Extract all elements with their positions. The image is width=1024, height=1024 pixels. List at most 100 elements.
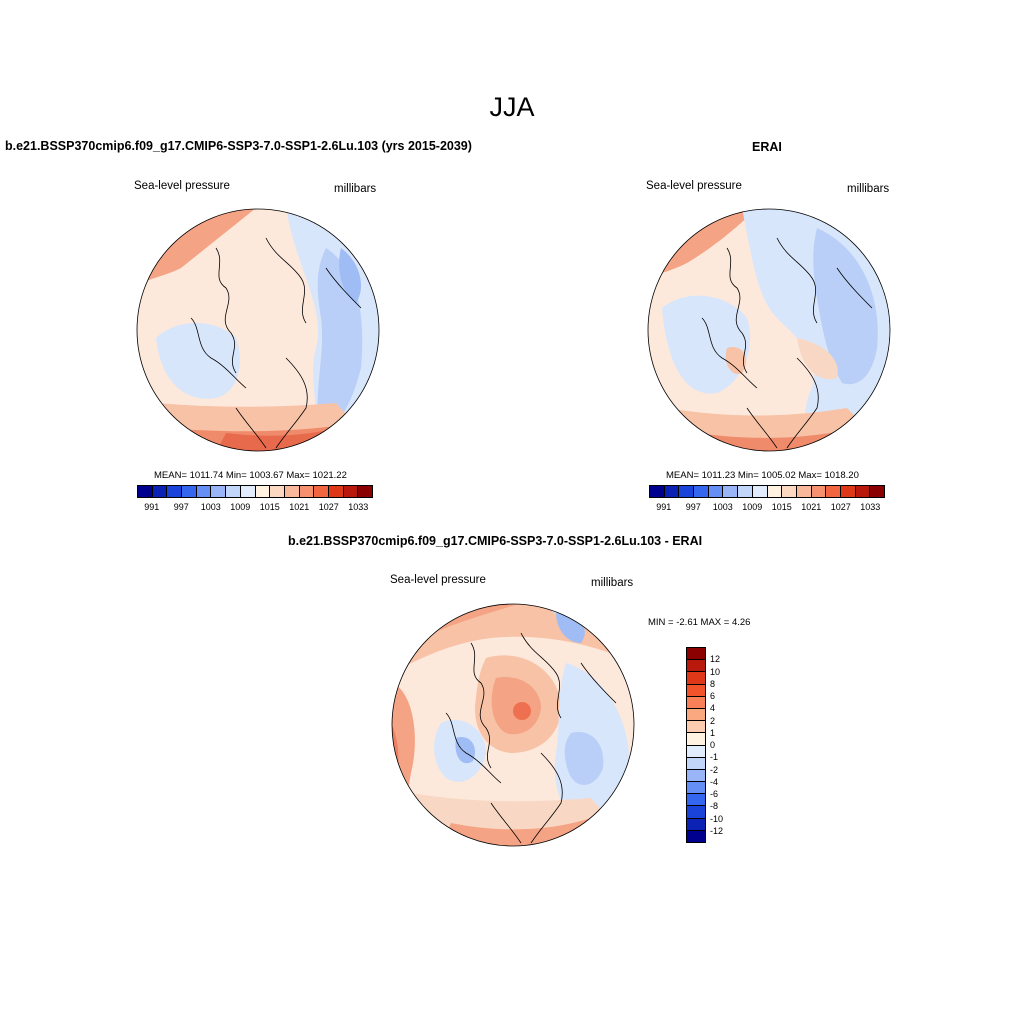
diff-colorbar-tick-label: 1 bbox=[710, 727, 716, 738]
model-colorbar-swatch bbox=[182, 486, 197, 497]
diff-colorbar-swatch bbox=[687, 782, 705, 795]
obs-colorbar-swatch bbox=[664, 486, 680, 497]
diff-colorbar-swatch bbox=[687, 660, 705, 673]
model-colorbar-swatch bbox=[226, 486, 241, 497]
obs-colorbar-swatch bbox=[811, 486, 827, 497]
model-colorbar-swatch bbox=[358, 486, 372, 497]
obs-colorbar-swatch bbox=[855, 486, 871, 497]
diff-colorbar-tick-label: 2 bbox=[710, 715, 716, 726]
model-colorbar-tick-label: 1015 bbox=[259, 502, 280, 512]
diff-colorbar-swatch bbox=[687, 818, 705, 831]
model-colorbar-swatch bbox=[167, 486, 183, 497]
obs-colorbar-tick-label: 1003 bbox=[712, 502, 733, 512]
diff-colorbar-tick-label: 4 bbox=[710, 703, 716, 714]
obs-colorbar-swatch bbox=[870, 486, 884, 497]
obs-colorbar-ticks: 991 997 1003 1009 1015 1021 1027 1033 bbox=[649, 502, 885, 514]
diff-colorbar-tick-label: -12 bbox=[710, 825, 724, 836]
obs-colorbar-tick-label: 1015 bbox=[771, 502, 792, 512]
model-colorbar-tick-label: 991 bbox=[144, 502, 160, 512]
diff-colorbar-swatch bbox=[687, 721, 705, 734]
model-colorbar-ticks: 991 997 1003 1009 1015 1021 1027 1033 bbox=[137, 502, 373, 514]
obs-variable-label: Sea-level pressure bbox=[646, 180, 742, 192]
model-colorbar-swatch bbox=[314, 486, 329, 497]
obs-colorbar-swatch bbox=[796, 486, 812, 497]
obs-colorbar-swatch bbox=[826, 486, 841, 497]
obs-colorbar-swatch bbox=[679, 486, 695, 497]
obs-colorbar-swatch bbox=[650, 486, 665, 497]
diff-colorbar-tick-label: -1 bbox=[710, 752, 719, 763]
obs-polar-map bbox=[647, 208, 891, 452]
model-colorbar-swatch bbox=[270, 486, 285, 497]
model-units-label: millibars bbox=[334, 183, 377, 195]
model-colorbar-swatch bbox=[299, 486, 315, 497]
model-variable-label: Sea-level pressure bbox=[134, 180, 230, 192]
diff-colorbar-swatch bbox=[687, 648, 705, 661]
model-colorbar-swatch bbox=[328, 486, 344, 497]
diff-colorbar-tick-label: -2 bbox=[710, 764, 719, 775]
diff-colorbar bbox=[686, 647, 706, 843]
model-colorbar-swatch bbox=[255, 486, 271, 497]
obs-colorbar-tick-label: 1021 bbox=[801, 502, 822, 512]
obs-colorbar-swatch bbox=[738, 486, 753, 497]
model-colorbar-tick-label: 1021 bbox=[289, 502, 310, 512]
model-polar-map bbox=[136, 208, 380, 452]
obs-panel-title: ERAI bbox=[752, 140, 782, 154]
model-colorbar-tick-label: 1033 bbox=[348, 502, 369, 512]
model-colorbar-swatch bbox=[138, 486, 153, 497]
diff-colorbar-swatch bbox=[687, 733, 705, 746]
diff-variable-label: Sea-level pressure bbox=[390, 574, 486, 586]
obs-colorbar-tick-label: 1027 bbox=[830, 502, 851, 512]
obs-colorbar-tick-label: 991 bbox=[656, 502, 672, 512]
obs-colorbar-tick-label: 1009 bbox=[742, 502, 763, 512]
obs-colorbar-swatch bbox=[723, 486, 739, 497]
diff-colorbar-swatch bbox=[687, 806, 705, 819]
obs-colorbar-swatch bbox=[752, 486, 768, 497]
obs-colorbar-swatch bbox=[708, 486, 724, 497]
model-colorbar-tick-label: 997 bbox=[173, 502, 189, 512]
diff-colorbar-tick-label: -10 bbox=[710, 813, 724, 824]
obs-stats: MEAN= 1011.23 Min= 1005.02 Max= 1018.20 bbox=[666, 470, 859, 481]
diff-colorbar-swatch bbox=[687, 745, 705, 758]
diff-colorbar-tick-label: 0 bbox=[710, 740, 716, 750]
diff-colorbar-swatch bbox=[687, 757, 705, 770]
model-colorbar-tick-label: 1009 bbox=[230, 502, 251, 512]
diff-colorbar-swatch bbox=[687, 708, 705, 722]
model-colorbar-tick-label: 1003 bbox=[200, 502, 221, 512]
obs-colorbar bbox=[649, 485, 885, 498]
obs-colorbar-swatch bbox=[782, 486, 797, 497]
diff-colorbar-tick-label: 12 bbox=[710, 654, 721, 665]
obs-colorbar-swatch bbox=[840, 486, 856, 497]
diff-colorbar-swatch bbox=[687, 684, 705, 697]
obs-colorbar-tick-label: 1033 bbox=[860, 502, 881, 512]
diff-colorbar-swatch bbox=[687, 672, 705, 685]
model-colorbar-swatch bbox=[196, 486, 212, 497]
obs-colorbar-swatch bbox=[694, 486, 709, 497]
model-colorbar-swatch bbox=[240, 486, 256, 497]
diff-colorbar-swatch bbox=[687, 696, 705, 709]
diff-colorbar-tick-label: -6 bbox=[710, 789, 719, 799]
diff-stats: MIN = -2.61 MAX = 4.26 bbox=[648, 617, 751, 628]
obs-units-label: millibars bbox=[847, 183, 890, 195]
obs-colorbar-swatch bbox=[767, 486, 783, 497]
diff-colorbar-tick-label: 10 bbox=[710, 666, 721, 677]
diff-units-label: millibars bbox=[591, 577, 634, 589]
diff-polar-map bbox=[391, 603, 635, 847]
model-colorbar-tick-label: 1027 bbox=[318, 502, 339, 512]
obs-colorbar-tick-label: 997 bbox=[685, 502, 701, 512]
model-colorbar-swatch bbox=[343, 486, 359, 497]
diff-colorbar-swatch bbox=[687, 830, 705, 842]
diff-colorbar-swatch bbox=[687, 769, 705, 783]
model-colorbar-swatch bbox=[211, 486, 227, 497]
model-colorbar bbox=[137, 485, 373, 498]
diff-colorbar-tick-label: -8 bbox=[710, 801, 719, 812]
model-colorbar-swatch bbox=[152, 486, 168, 497]
model-colorbar-swatch bbox=[284, 486, 300, 497]
diff-colorbar-tick-label: -4 bbox=[710, 776, 719, 787]
diff-colorbar-tick-label: 8 bbox=[710, 678, 716, 689]
diff-colorbar-tick-label: 6 bbox=[710, 691, 716, 701]
main-title: JJA bbox=[489, 92, 535, 122]
diff-panel-title: b.e21.BSSP370cmip6.f09_g17.CMIP6-SSP3-7.… bbox=[288, 534, 703, 548]
model-stats: MEAN= 1011.74 Min= 1003.67 Max= 1021.22 bbox=[154, 470, 347, 481]
model-panel-title: b.e21.BSSP370cmip6.f09_g17.CMIP6-SSP3-7.… bbox=[5, 139, 472, 153]
diff-colorbar-swatch bbox=[687, 794, 705, 807]
